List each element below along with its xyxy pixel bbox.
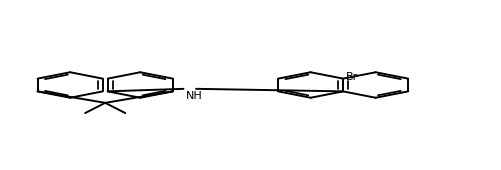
Text: NH: NH [186,91,203,101]
Text: Br: Br [346,72,358,82]
